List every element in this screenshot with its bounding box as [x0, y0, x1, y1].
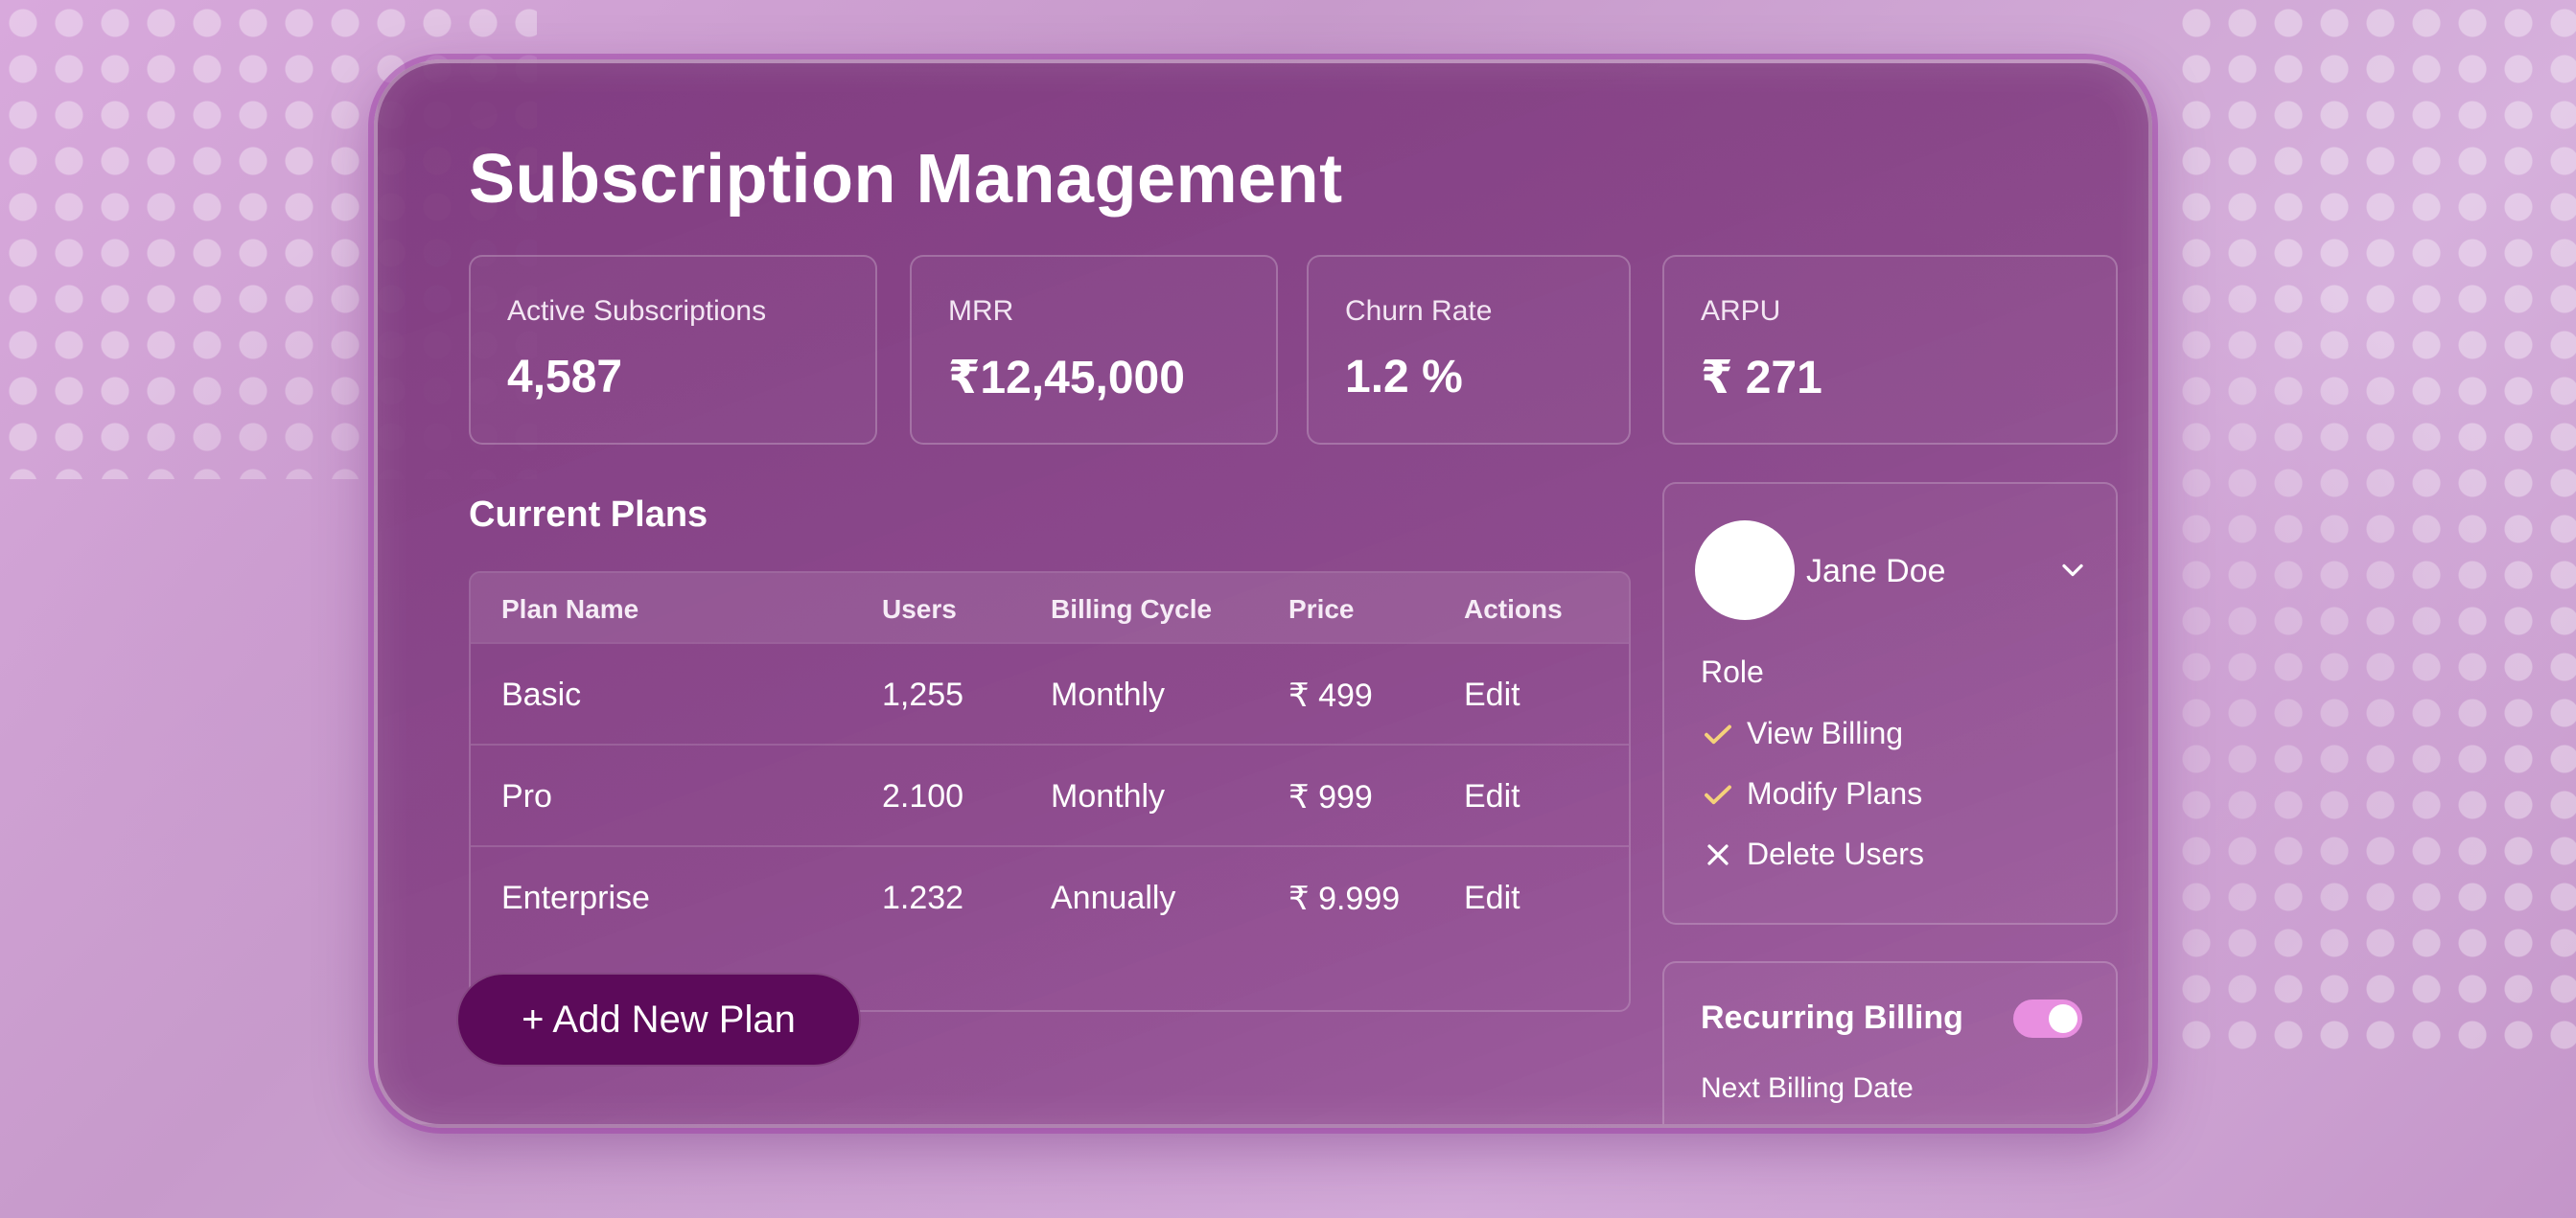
check-icon: [1705, 785, 1731, 804]
stat-value: ₹12,45,000: [948, 353, 1185, 403]
next-billing-date-label: Next Billing Date: [1701, 1072, 1914, 1104]
permission-delete-users: Delete Users: [1701, 837, 1924, 872]
permission-label: Delete Users: [1747, 837, 1924, 871]
plans-table: Plan Name Users Billing Cycle Price Acti…: [469, 571, 1631, 1012]
stat-label: Active Subscriptions: [507, 295, 767, 327]
permission-label: View Billing: [1747, 716, 1904, 750]
check-icon: [1705, 724, 1731, 744]
stat-label: Churn Rate: [1345, 295, 1493, 327]
stat-card-mrr: MRR ₹12,45,000: [910, 255, 1278, 445]
stat-value: 4,587: [507, 352, 623, 402]
recurring-billing-label: Recurring Billing: [1701, 1000, 1963, 1036]
plan-name-cell: Pro: [501, 778, 552, 815]
plan-price-cell: ₹ 9.999: [1288, 881, 1401, 917]
permission-label: Modify Plans: [1747, 776, 1923, 811]
avatar: [1695, 520, 1795, 620]
plan-price-cell: ₹ 999: [1288, 779, 1373, 816]
chevron-down-icon[interactable]: [2055, 553, 2090, 587]
plan-users-cell: 1,255: [882, 677, 964, 713]
stat-label: ARPU: [1701, 295, 1781, 327]
table-row: Enterprise 1.232 Annually ₹ 9.999 Edit: [471, 845, 1629, 947]
add-new-plan-button[interactable]: + Add New Plan: [456, 973, 861, 1067]
role-label: Role: [1701, 655, 1764, 689]
stat-label: MRR: [948, 295, 1014, 327]
permission-view-billing: View Billing: [1701, 716, 1903, 751]
plan-price-cell: ₹ 499: [1288, 678, 1373, 714]
stat-card-churn-rate: Churn Rate 1.2 %: [1307, 255, 1631, 445]
table-row: Pro 2.100 Monthly ₹ 999 Edit: [471, 744, 1629, 845]
user-name: Jane Doe: [1806, 553, 1946, 589]
user-role-card: Jane Doe Role View Billing Modify Plans …: [1662, 482, 2118, 925]
stat-value: ₹ 271: [1701, 353, 1822, 403]
table-header: Plan Name Users Billing Cycle Price Acti…: [471, 573, 1629, 642]
column-header-billing-cycle: Billing Cycle: [1051, 594, 1213, 624]
table-row: Basic 1,255 Monthly ₹ 499 Edit: [471, 642, 1629, 744]
close-icon: [1707, 843, 1729, 865]
edit-plan-button[interactable]: Edit: [1464, 677, 1520, 713]
recurring-billing-card: Recurring Billing Next Billing Date: [1662, 961, 2118, 1124]
column-header-plan-name: Plan Name: [501, 594, 639, 624]
column-header-price: Price: [1288, 594, 1355, 624]
toggle-knob: [2049, 1004, 2077, 1033]
plan-cycle-cell: Monthly: [1051, 778, 1166, 815]
column-header-actions: Actions: [1464, 594, 1563, 624]
plan-users-cell: 1.232: [882, 880, 964, 916]
plan-name-cell: Basic: [501, 677, 582, 713]
page-title: Subscription Management: [469, 141, 1343, 218]
recurring-billing-toggle[interactable]: [2013, 1000, 2082, 1038]
stat-card-active-subscriptions: Active Subscriptions 4,587: [469, 255, 877, 445]
subscription-panel: Subscription Management Active Subscript…: [374, 59, 2152, 1128]
edit-plan-button[interactable]: Edit: [1464, 778, 1520, 815]
stat-card-arpu: ARPU ₹ 271: [1662, 255, 2118, 445]
permission-modify-plans: Modify Plans: [1701, 776, 1922, 812]
current-plans-heading: Current Plans: [469, 494, 708, 535]
edit-plan-button[interactable]: Edit: [1464, 880, 1520, 916]
plan-users-cell: 2.100: [882, 778, 964, 815]
plan-cycle-cell: Annually: [1051, 880, 1176, 916]
plan-cycle-cell: Monthly: [1051, 677, 1166, 713]
column-header-users: Users: [882, 594, 957, 624]
plan-name-cell: Enterprise: [501, 880, 650, 916]
stat-value: 1.2 %: [1345, 352, 1463, 402]
